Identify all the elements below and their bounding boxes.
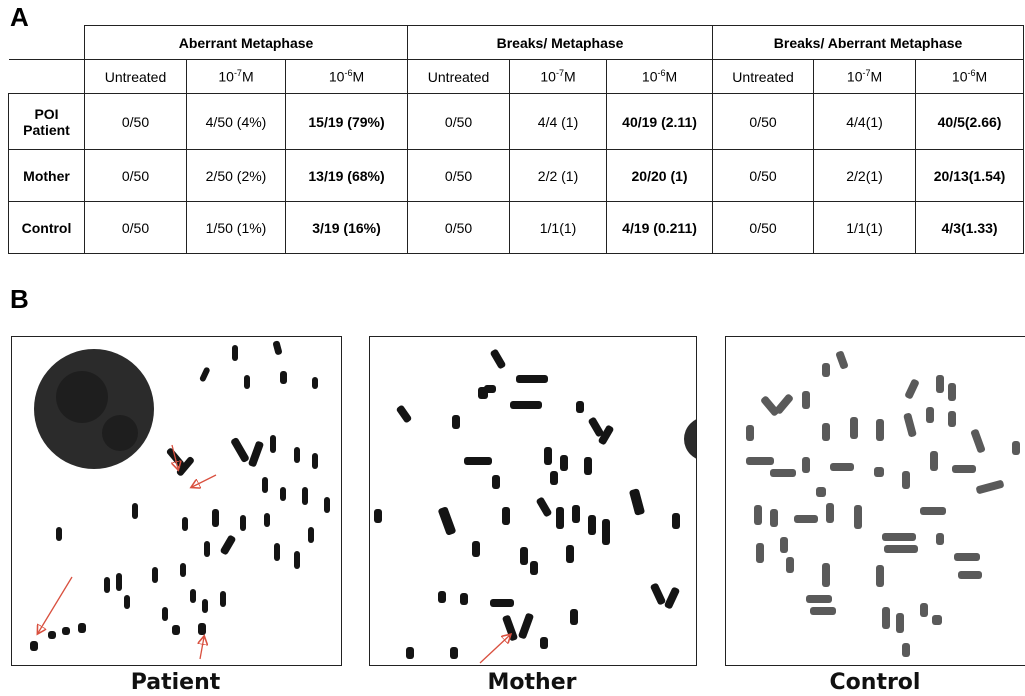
chromosome-cluster xyxy=(374,349,680,659)
group-header-breaks-aberrant-metaphase: Breaks/ Aberrant Metaphase xyxy=(712,25,1025,60)
table-corner-lower xyxy=(8,59,85,94)
table-cell: 0/50 xyxy=(712,93,815,150)
table-cell: 0/50 xyxy=(407,93,511,150)
table-cell: 0/50 xyxy=(84,93,187,150)
patient-metaphase-image xyxy=(11,336,342,666)
break-arrows xyxy=(38,444,217,660)
subheader-conc-2: 10-6M xyxy=(915,59,1025,94)
table-cell: 0/50 xyxy=(407,149,511,202)
table-cell: 15/19 (79%) xyxy=(284,93,409,150)
table-cell: 20/13(1.54) xyxy=(915,149,1025,202)
table-cell: 0/50 xyxy=(407,201,511,254)
table-cell: 0/50 xyxy=(712,149,815,202)
panel-b-label: B xyxy=(10,284,29,314)
table-corner xyxy=(8,25,85,60)
table-cell: 4/4(1) xyxy=(813,93,917,150)
subheader-untreated: Untreated xyxy=(407,59,511,94)
mother-metaphase-image xyxy=(369,336,697,666)
subheader-untreated: Untreated xyxy=(84,59,187,94)
table-cell: 0/50 xyxy=(84,201,187,254)
panel-a-label: A xyxy=(10,2,29,32)
row-label-control: Control xyxy=(8,201,85,254)
chromosome-cluster xyxy=(746,351,1020,657)
partial-nucleus xyxy=(684,419,696,459)
table-row: Mother 0/50 2/50 (2%) 13/19 (68%) 0/50 2… xyxy=(8,149,1025,202)
table-cell: 0/50 xyxy=(84,149,187,202)
patient-metaphase-drawing xyxy=(30,340,330,660)
row-label-poi-patient: POI Patient xyxy=(8,93,85,150)
caption-control: Control xyxy=(829,670,921,695)
control-metaphase-drawing xyxy=(746,351,1020,657)
table-cell: 20/20 (1) xyxy=(606,149,714,202)
row-label-mother: Mother xyxy=(8,149,85,202)
control-metaphase-image xyxy=(725,336,1025,666)
caption-mother: Mother xyxy=(487,670,577,695)
caption-patient: Patient xyxy=(130,670,221,695)
table-row: Control 0/50 1/50 (1%) 3/19 (16%) 0/50 1… xyxy=(8,201,1025,254)
table-cell: 1/1(1) xyxy=(509,201,608,254)
subheader-conc-1: 10-7M xyxy=(813,59,917,94)
subheader-conc-2: 10-6M xyxy=(284,59,409,94)
break-arrow xyxy=(479,635,510,664)
table-cell: 40/19 (2.11) xyxy=(606,93,714,150)
table-row: POI Patient 0/50 4/50 (4%) 15/19 (79%) 0/… xyxy=(8,93,1025,150)
table-cell: 3/19 (16%) xyxy=(284,201,409,254)
subheader-conc-1: 10-7M xyxy=(186,59,286,94)
table-cell: 1/1(1) xyxy=(813,201,917,254)
group-header-aberrant-metaphase: Aberrant Metaphase xyxy=(83,25,409,60)
group-header-breaks-metaphase: Breaks/ Metaphase xyxy=(407,25,714,60)
metaphase-results-table: Aberrant Metaphase Breaks/ Metaphase Bre… xyxy=(8,25,1025,254)
subheader-conc-2: 10-6M xyxy=(606,59,714,94)
table-cell: 2/2 (1) xyxy=(509,149,608,202)
table-cell: 2/50 (2%) xyxy=(186,149,286,202)
subheader-conc-1: 10-7M xyxy=(509,59,608,94)
subheader-untreated: Untreated xyxy=(712,59,815,94)
table-cell: 4/4 (1) xyxy=(509,93,608,150)
table-cell: 4/50 (4%) xyxy=(186,93,286,150)
table-cell: 0/50 xyxy=(712,201,815,254)
table-cell: 13/19 (68%) xyxy=(284,149,409,202)
table-cell: 4/19 (0.211) xyxy=(606,201,714,254)
table-cell: 4/3(1.33) xyxy=(915,201,1025,254)
mother-metaphase-drawing xyxy=(374,349,696,664)
table-cell: 1/50 (1%) xyxy=(186,201,286,254)
table-cell: 2/2(1) xyxy=(813,149,917,202)
table-cell: 40/5(2.66) xyxy=(915,93,1025,150)
